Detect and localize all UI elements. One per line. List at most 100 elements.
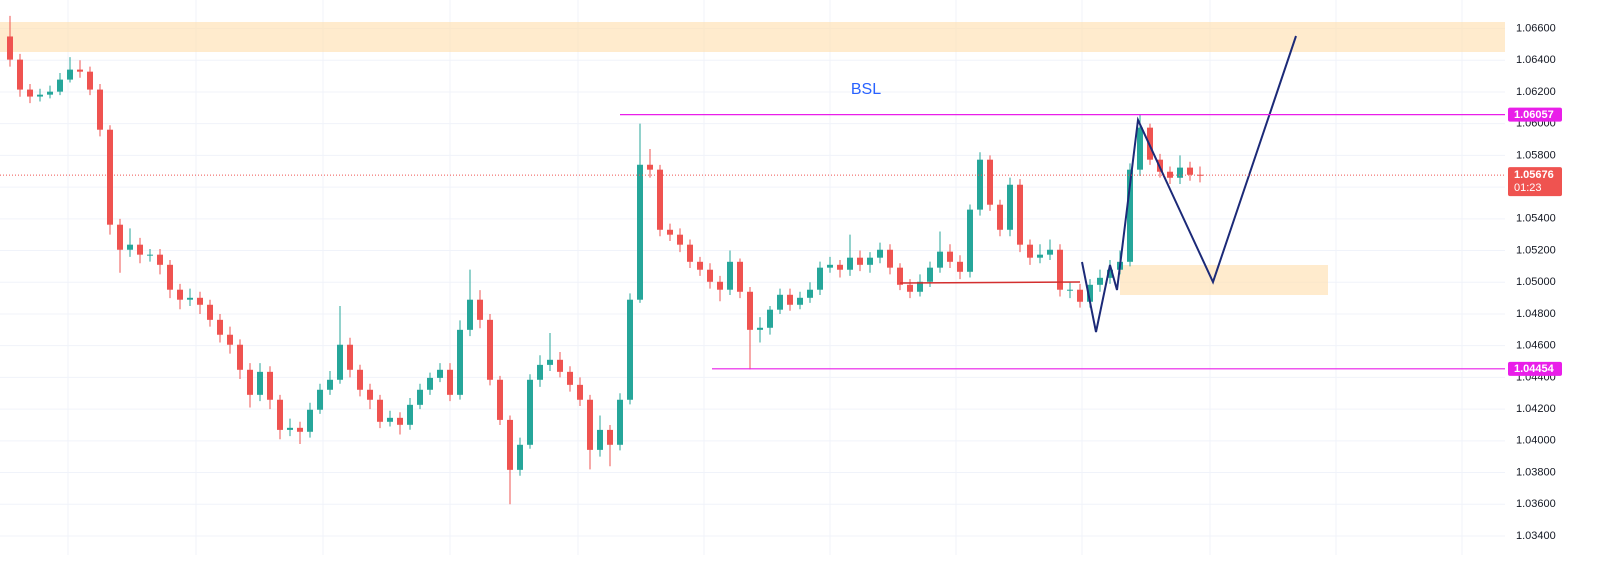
candle-body	[117, 224, 123, 250]
y-tick-label: 1.05200	[1516, 244, 1556, 256]
candle-body	[647, 164, 653, 170]
candle-body	[297, 427, 303, 432]
overlay: 1.03400 1.03600 1.03800 1.04000 1.04200 1.044…	[0, 22, 1562, 542]
y-tick-label: 1.04800	[1516, 308, 1556, 320]
candle-body	[1047, 249, 1053, 255]
level-label-box	[1508, 361, 1562, 376]
candle-body	[777, 294, 783, 310]
candle-body	[997, 204, 1003, 230]
candle-body	[1067, 289, 1073, 291]
y-tick-label: 1.03600	[1516, 498, 1556, 510]
candle-body	[437, 369, 443, 378]
candle-body	[357, 369, 363, 390]
candle-body	[57, 79, 63, 92]
last-price-box	[1508, 167, 1562, 197]
candle-body	[237, 344, 243, 370]
candle-body	[797, 297, 803, 305]
candle-body	[557, 359, 563, 372]
candle-body	[207, 304, 213, 320]
candle-body	[257, 371, 263, 395]
candle-body	[1057, 249, 1063, 290]
candle-body	[607, 429, 613, 445]
candle-body	[547, 359, 553, 365]
candle-body	[597, 429, 603, 450]
demand-zone	[1120, 265, 1328, 295]
candle-body	[27, 89, 33, 97]
candle-body	[1017, 184, 1023, 245]
candle-body	[837, 264, 843, 270]
candle-body	[907, 284, 913, 292]
candle-body	[267, 371, 273, 400]
candle-body	[477, 299, 483, 320]
candle-body	[1027, 244, 1033, 258]
candle-body	[967, 209, 973, 272]
candle-body	[577, 384, 583, 400]
candle-body	[337, 344, 343, 380]
candle-body	[917, 281, 923, 292]
candle-body	[687, 244, 693, 262]
candle-body	[397, 417, 403, 425]
candle-body	[937, 251, 943, 268]
candle-body	[817, 267, 823, 290]
candle-body	[137, 244, 143, 255]
candle-body	[47, 91, 53, 95]
candle-body	[957, 261, 963, 272]
level-label: 1.04454	[1514, 363, 1555, 375]
candle-body	[167, 264, 173, 290]
candle-body	[457, 329, 463, 395]
candle-body	[107, 129, 113, 225]
y-tick-label: 1.03800	[1516, 466, 1556, 478]
candle-body	[857, 257, 863, 265]
candle-body	[127, 244, 133, 250]
countdown-label: 01:23	[1514, 182, 1542, 194]
candle-body	[67, 69, 73, 80]
candle-body	[867, 257, 873, 265]
y-tick-label: 1.05400	[1516, 213, 1556, 225]
candle-body	[7, 36, 13, 60]
vertical-grid	[67, 0, 1463, 555]
candle-body	[487, 319, 493, 380]
candle-body	[1187, 167, 1193, 175]
candle-body	[747, 291, 753, 330]
candle-body	[707, 269, 713, 282]
candle-body	[737, 261, 743, 292]
candle-body	[467, 299, 473, 330]
candle-body	[667, 229, 673, 235]
y-tick-label: 1.06200	[1516, 86, 1556, 98]
candle-body	[277, 399, 283, 430]
candle-body	[227, 334, 233, 345]
candle-body	[1097, 277, 1103, 285]
candle-body	[197, 297, 203, 305]
candle-body	[697, 261, 703, 270]
candle-body	[567, 371, 573, 385]
candle-body	[977, 159, 983, 210]
candle-body	[527, 379, 533, 445]
candle-body	[417, 389, 423, 405]
candle-body	[157, 254, 163, 265]
candle-body	[287, 427, 293, 430]
supply-zone	[0, 22, 1505, 52]
last-price-label: 1.05676	[1514, 169, 1554, 181]
candle-body	[407, 404, 413, 425]
candle-body	[727, 261, 733, 290]
candle-body	[847, 257, 853, 270]
candle-body	[1127, 169, 1133, 262]
y-tick-label: 1.04200	[1516, 403, 1556, 415]
candle-body	[787, 294, 793, 305]
y-tick-label: 1.04000	[1516, 435, 1556, 447]
candle-body	[147, 254, 153, 256]
candle-body	[767, 309, 773, 328]
candle-body	[307, 409, 313, 432]
candle-body	[677, 234, 683, 245]
candle-body	[877, 249, 883, 258]
candle-body	[1177, 167, 1183, 178]
candle-body	[347, 344, 353, 370]
candle-body	[327, 379, 333, 390]
candle-body	[657, 169, 663, 230]
candle-body	[367, 389, 373, 400]
structure-line	[899, 281, 1081, 284]
candle-body	[1037, 254, 1043, 258]
candle-body	[317, 389, 323, 410]
y-tick-label: 1.06400	[1516, 54, 1556, 66]
